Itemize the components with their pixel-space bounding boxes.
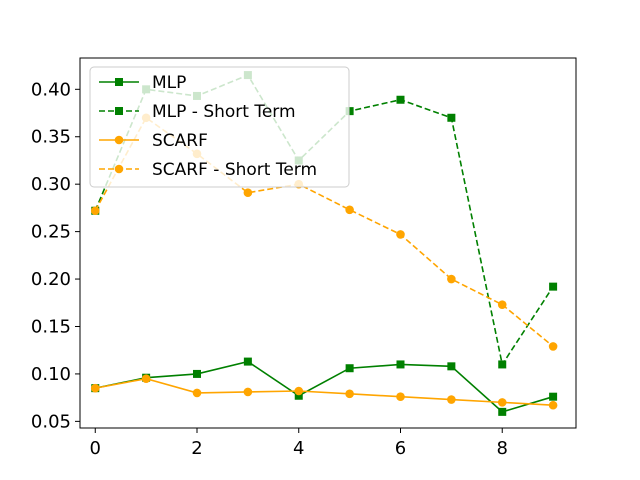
legend-label-scarf: SCARF (152, 131, 208, 151)
data-point-mlp (447, 362, 456, 371)
data-point-scarf (243, 387, 253, 397)
data-point-mlp (396, 360, 405, 369)
data-point-mlp (498, 407, 507, 416)
y-tick-label: 0.20 (31, 269, 71, 290)
data-point-mlp (243, 357, 252, 366)
data-point-scarf (90, 383, 100, 393)
y-tick-label: 0.25 (31, 222, 71, 243)
data-point-scarf-short-term (345, 205, 354, 215)
data-point-scarf-short-term (447, 274, 456, 284)
legend-marker-scarf-short-term (114, 164, 124, 174)
data-point-mlp-short-term (447, 113, 456, 122)
data-point-mlp-short-term (498, 360, 507, 369)
y-tick-label: 0.30 (31, 174, 71, 195)
x-tick-label: 2 (191, 438, 202, 459)
data-point-scarf (396, 392, 405, 401)
data-point-scarf-short-term (396, 230, 405, 239)
legend-marker-mlp (115, 78, 123, 86)
x-tick-label: 4 (293, 438, 304, 459)
axes: 0 2 4 6 8 0.05 0.10 0.15 0.20 0.25 0.30 0.35 0.40 (31, 79, 508, 459)
x-tick-label: 6 (395, 438, 406, 459)
data-point-mlp-short-term (396, 95, 405, 104)
data-point-scarf (548, 400, 558, 410)
data-point-scarf-short-term (90, 206, 100, 216)
data-point-scarf (192, 388, 202, 398)
data-point-mlp (345, 364, 354, 373)
data-point-mlp (294, 391, 303, 400)
data-point-mlp (193, 369, 202, 378)
data-point-mlp-short-term (345, 107, 354, 116)
data-point-scarf (447, 395, 456, 404)
data-point-scarf (141, 374, 151, 383)
legend-marker-scarf (114, 135, 124, 145)
y-tick-label: 0.40 (31, 79, 71, 100)
x-tick-label: 8 (497, 438, 508, 459)
data-point-mlp-short-term (549, 282, 558, 291)
legend-marker-mlp-short-term (115, 107, 123, 115)
plot-frame (79, 57, 577, 429)
y-tick-label: 0.10 (31, 364, 71, 385)
series-line-scarf (95, 377, 554, 407)
x-tick-label: 0 (90, 438, 101, 459)
data-point-scarf (294, 386, 304, 396)
data-point-scarf-short-term (497, 300, 507, 309)
y-tick-label: 0.35 (31, 127, 71, 148)
y-tick-label: 0.15 (31, 316, 71, 337)
legend-label-scarf-short-term: SCARF - Short Term (152, 160, 317, 180)
data-point-scarf-short-term (243, 188, 253, 198)
data-point-scarf (497, 398, 507, 407)
data-point-scarf (345, 389, 354, 399)
data-point-mlp (549, 392, 558, 401)
data-point-scarf-short-term (548, 342, 558, 351)
legend: MLP MLP - Short Term SCARF SCARF - Short Te… (89, 66, 350, 188)
legend-box (89, 66, 350, 188)
series-line-mlp (95, 360, 554, 413)
legend-label-mlp: MLP (152, 73, 186, 93)
y-tick-label: 0.05 (31, 411, 71, 432)
series-scarf (90, 374, 558, 410)
legend-label-mlp-short-term: MLP - Short Term (152, 102, 296, 122)
